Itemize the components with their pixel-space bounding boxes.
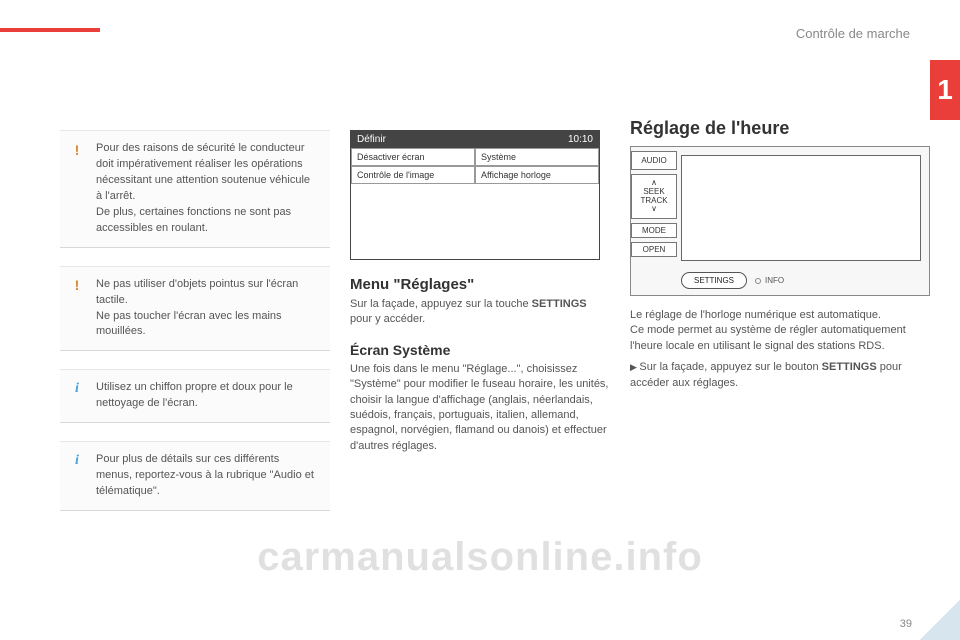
info-indicator: INFO — [755, 276, 784, 285]
text-fragment: pour y accéder. — [350, 313, 425, 325]
text-fragment: Sur la façade, appuyez sur le bouton — [639, 361, 821, 373]
panel-left-buttons: AUDIO ∧ SEEK TRACK ∨ MODE OPEN — [631, 151, 677, 257]
reglage-heure-heading: Réglage de l'heure — [630, 118, 789, 139]
screen-cell: Système — [475, 148, 599, 166]
menu-reglages-text: Sur la façade, appuyez sur la touche SET… — [350, 297, 610, 328]
text-fragment: Sur la façade, appuyez sur la touche — [350, 298, 532, 310]
middle-column: Définir 10:10 Désactiver écran Système C… — [350, 130, 610, 454]
screen-cell: Désactiver écran — [351, 148, 475, 166]
settings-screen-preview: Définir 10:10 Désactiver écran Système C… — [350, 130, 600, 260]
info-box-1: i Utilisez un chiffon propre et doux pou… — [60, 369, 330, 423]
warning-text-1a: Pour des raisons de sécurité le conducte… — [96, 141, 318, 205]
panel-screen-area — [681, 155, 921, 261]
screen-title: Définir — [357, 134, 386, 145]
warning-text-2a: Ne pas utiliser d'objets pointus sur l'é… — [96, 277, 318, 309]
warning-box-2: ! Ne pas utiliser d'objets pointus sur l… — [60, 266, 330, 352]
info-icon: i — [68, 452, 86, 470]
info-text-1: Utilisez un chiffon propre et doux pour … — [96, 380, 318, 412]
screen-cell: Affichage horloge — [475, 166, 599, 184]
right-text-b: Ce mode permet au système de régler auto… — [630, 323, 930, 354]
radio-panel-illustration: AUDIO ∧ SEEK TRACK ∨ MODE OPEN SETTINGS … — [630, 146, 930, 296]
page: Contrôle de marche 1 ! Pour des raisons … — [0, 0, 960, 640]
warning-icon: ! — [68, 277, 86, 295]
page-tab-number: 1 — [930, 60, 960, 120]
settings-key-label: SETTINGS — [822, 361, 877, 373]
info-text-2: Pour plus de détails sur ces différents … — [96, 452, 318, 500]
page-number: 39 — [900, 618, 912, 630]
ecran-systeme-heading: Écran Système — [350, 342, 610, 358]
info-label: INFO — [765, 276, 784, 285]
screen-titlebar: Définir 10:10 — [351, 131, 599, 148]
screen-grid: Désactiver écran Système Contrôle de l'i… — [351, 148, 599, 184]
audio-button: AUDIO — [631, 151, 677, 170]
mode-button: MODE — [631, 223, 677, 238]
warning-box-1: ! Pour des raisons de sécurité le conduc… — [60, 130, 330, 248]
warning-icon: ! — [68, 141, 86, 159]
right-bullet: Sur la façade, appuyez sur le bouton SET… — [630, 360, 930, 391]
section-header: Contrôle de marche — [796, 26, 910, 41]
settings-button: SETTINGS — [681, 272, 747, 289]
menu-reglages-heading: Menu "Réglages" — [350, 276, 610, 293]
panel-bottom-row: SETTINGS INFO — [681, 272, 784, 289]
warning-text-2b: Ne pas toucher l'écran avec les mains mo… — [96, 309, 318, 341]
watermark-text: carmanualsonline.info — [0, 535, 960, 580]
right-body-text: Le réglage de l'horloge numérique est au… — [630, 308, 930, 391]
info-icon: i — [68, 380, 86, 398]
open-button: OPEN — [631, 242, 677, 257]
screen-time: 10:10 — [568, 134, 593, 145]
top-red-bar — [0, 28, 100, 32]
dot-icon — [755, 278, 761, 284]
left-column: ! Pour des raisons de sécurité le conduc… — [60, 130, 330, 529]
right-column: AUDIO ∧ SEEK TRACK ∨ MODE OPEN SETTINGS … — [630, 146, 930, 391]
seek-track-button: ∧ SEEK TRACK ∨ — [631, 174, 677, 219]
page-fold-icon — [920, 600, 960, 640]
info-box-2: i Pour plus de détails sur ces différent… — [60, 441, 330, 511]
settings-key-label: SETTINGS — [532, 298, 587, 310]
warning-text-1b: De plus, certaines fonctions ne sont pas… — [96, 205, 318, 237]
ecran-systeme-text: Une fois dans le menu "Réglage...", choi… — [350, 362, 610, 454]
screen-cell: Contrôle de l'image — [351, 166, 475, 184]
right-text-a: Le réglage de l'horloge numérique est au… — [630, 308, 930, 323]
